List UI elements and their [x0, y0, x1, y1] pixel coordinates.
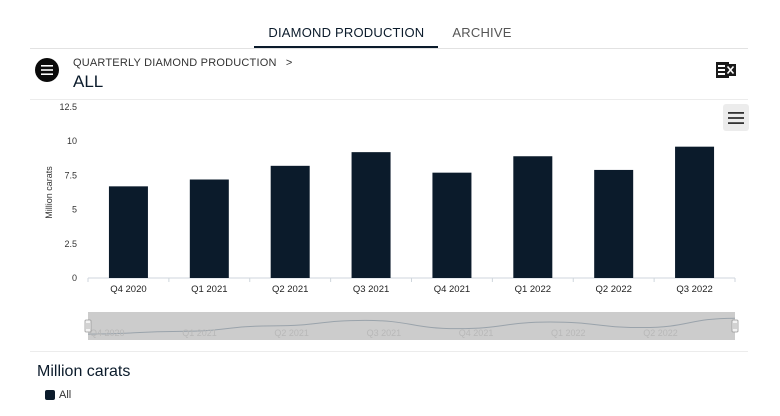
x-tick-label: Q1 2022 — [515, 284, 551, 295]
x-tick-label: Q4 2020 — [110, 284, 146, 295]
y-tick-label: 5 — [72, 205, 77, 215]
bar-q4-2020 — [108, 186, 148, 278]
chart-divider — [30, 351, 748, 352]
navigator-handle-left[interactable] — [84, 319, 92, 333]
legend-swatch — [45, 390, 55, 400]
breadcrumb-arrow: > — [285, 57, 293, 69]
x-tick-label: Q2 2022 — [595, 284, 631, 295]
menu-icon — [41, 65, 53, 75]
header-divider — [30, 99, 748, 100]
navigator-handle-right[interactable] — [731, 319, 739, 333]
bar-q2-2022 — [594, 169, 634, 278]
production-chart: Million carats 0 2.5 5 7.5 10 12.5 Q4 2020 Q1 20… — [44, 102, 739, 340]
navigator-label: Q2 2021 — [274, 328, 309, 338]
navigator-label: Q1 2022 — [551, 328, 586, 338]
navigator-label: Q1 2021 — [182, 328, 217, 338]
y-tick-label: 10 — [67, 136, 77, 146]
tab-archive[interactable]: ARCHIVE — [452, 25, 512, 40]
navigator-series-line — [87, 317, 736, 335]
y-tick-label: 0 — [72, 273, 77, 283]
bar-q2-2021 — [270, 165, 310, 278]
legend-item-label: All — [59, 389, 72, 401]
legend-item-all[interactable]: All — [45, 389, 71, 401]
navigator-window — [88, 312, 735, 340]
bar-q3-2021 — [351, 152, 391, 278]
navigator-label: Q4 2020 — [90, 328, 125, 338]
bar-q3-2022 — [675, 146, 715, 278]
legend-title: Million carats — [37, 363, 131, 380]
navigator-label: Q4 2021 — [459, 328, 494, 338]
bar-q1-2021 — [189, 179, 229, 278]
bar-q1-2022 — [513, 156, 553, 278]
hamburger-icon — [728, 111, 744, 124]
x-tick-label: Q2 2021 — [272, 284, 308, 295]
excel-export-icon[interactable] — [716, 61, 736, 79]
x-tick-label: Q3 2022 — [676, 284, 712, 295]
navigator-label: Q3 2021 — [367, 328, 402, 338]
tab-diamond-production[interactable]: DIAMOND PRODUCTION — [254, 25, 439, 48]
x-tick-label: Q3 2021 — [353, 284, 389, 295]
navigator-label: Q2 2022 — [643, 328, 678, 338]
breadcrumb-label: QUARTERLY DIAMOND PRODUCTION — [73, 57, 277, 69]
chart-menu-button[interactable] — [723, 104, 749, 131]
y-axis-label: Million carats — [44, 166, 54, 219]
menu-circle-button[interactable] — [35, 58, 59, 82]
page-title: ALL — [73, 72, 104, 91]
y-tick-label: 7.5 — [64, 170, 77, 180]
tab-bar: DIAMOND PRODUCTION ARCHIVE — [0, 18, 780, 48]
breadcrumb[interactable]: QUARTERLY DIAMOND PRODUCTION > — [73, 57, 293, 69]
x-tick-label: Q1 2021 — [191, 284, 227, 295]
bar-q4-2021 — [432, 172, 472, 278]
tabs-divider — [30, 48, 748, 49]
y-tick-label: 12.5 — [59, 102, 77, 112]
y-tick-label: 2.5 — [64, 239, 77, 249]
x-tick-label: Q4 2021 — [434, 284, 470, 295]
